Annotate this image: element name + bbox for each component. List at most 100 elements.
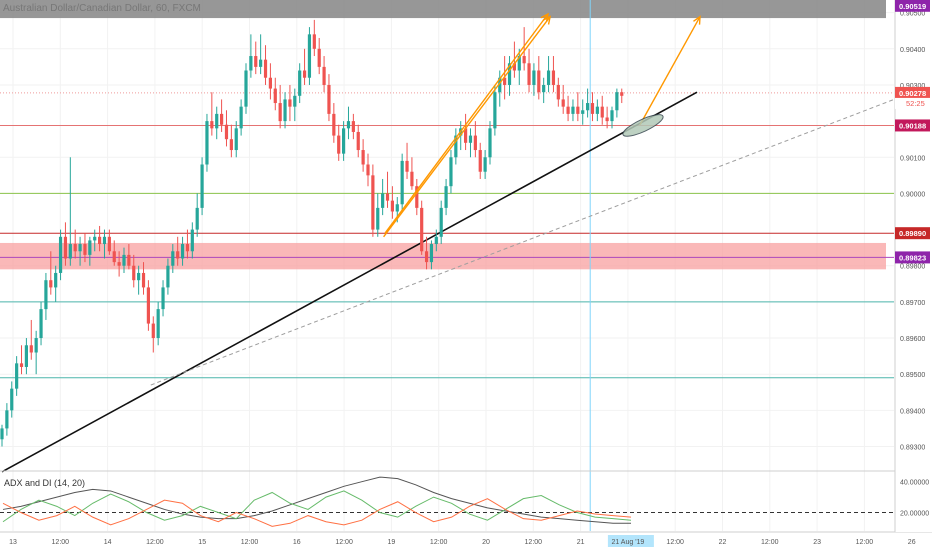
candle	[112, 251, 116, 263]
candle	[156, 309, 160, 339]
x-tick-label: 12:00	[335, 539, 353, 546]
countdown-badge	[895, 97, 930, 109]
candle	[376, 207, 380, 230]
candle	[88, 240, 92, 255]
candle	[332, 113, 336, 136]
x-tick-label: 12:00	[146, 539, 164, 546]
candle	[346, 121, 351, 129]
candle	[342, 128, 346, 154]
x-tick-label: 12:00	[761, 539, 779, 546]
candle	[615, 92, 619, 111]
candle	[39, 309, 43, 339]
x-tick-label: 22	[719, 539, 727, 546]
price-label: 0.90278	[899, 89, 926, 98]
candle	[259, 59, 263, 67]
y-tick-label: 0.89600	[900, 336, 925, 343]
candle	[19, 363, 24, 367]
candle	[590, 103, 595, 114]
candle	[381, 193, 385, 208]
candle	[29, 345, 33, 353]
candle	[44, 280, 48, 310]
candle	[278, 103, 282, 122]
candle	[317, 48, 321, 67]
chart-title: Australian Dollar/Canadian Dollar, 60, F…	[3, 3, 201, 14]
candle	[410, 171, 414, 187]
candle	[34, 338, 38, 353]
candle	[180, 244, 185, 259]
candle	[205, 121, 209, 165]
candle	[620, 92, 624, 96]
candle	[498, 77, 502, 93]
candle	[224, 124, 229, 140]
candle	[581, 110, 585, 114]
candle	[298, 70, 302, 96]
adx-title: ADX and DI (14, 20)	[4, 478, 86, 488]
candle	[49, 280, 53, 288]
price-label-badge	[895, 0, 930, 12]
trendline	[1, 91, 698, 473]
candle	[10, 388, 14, 411]
candle	[249, 56, 253, 71]
candle	[273, 88, 277, 104]
candle	[263, 59, 268, 78]
x-tick-label: 14	[104, 539, 112, 546]
candle	[464, 128, 468, 143]
candle	[122, 254, 126, 266]
price-label-badge	[895, 251, 930, 264]
countdown-label: 52:25	[906, 99, 925, 108]
arrow-head	[540, 12, 549, 22]
candle	[166, 265, 170, 288]
candle	[468, 135, 473, 143]
candle	[420, 207, 424, 252]
candle	[351, 121, 355, 132]
candle	[93, 236, 97, 241]
candle	[371, 175, 375, 230]
candle	[327, 84, 331, 114]
candle	[561, 99, 565, 107]
candle	[576, 106, 580, 114]
candle	[400, 160, 404, 205]
candle	[244, 70, 248, 107]
y-tick-label: 0.90500	[900, 11, 925, 18]
candle	[117, 262, 121, 266]
x-tick-label: 12:00	[241, 539, 259, 546]
y-tick-label: 0.89800	[900, 264, 925, 271]
support-zone	[0, 242, 886, 270]
candle	[356, 131, 360, 151]
candle	[512, 63, 516, 71]
candle	[137, 272, 141, 281]
candle	[586, 103, 590, 111]
y-tick-label: 0.90400	[900, 47, 925, 54]
candle	[200, 164, 204, 208]
candle	[293, 95, 297, 107]
candle	[532, 70, 536, 85]
candle	[83, 244, 87, 255]
candle	[288, 99, 292, 107]
candle	[395, 204, 399, 212]
candle	[68, 244, 72, 259]
candle	[439, 207, 443, 237]
candle	[234, 128, 238, 151]
candle	[556, 84, 560, 100]
arrow-head	[542, 15, 552, 25]
x-tick-label: 15	[198, 539, 206, 546]
y-tick-label: 0.90000	[900, 191, 925, 198]
y-tick-label: 0.90100	[900, 155, 925, 162]
candle	[0, 428, 4, 440]
candle	[522, 56, 526, 64]
x-tick-label: 13	[9, 539, 17, 546]
x-tick-label: 12:00	[52, 539, 70, 546]
candle	[424, 251, 429, 263]
candle	[254, 56, 258, 67]
price-label-badge	[895, 86, 930, 99]
candle	[195, 207, 199, 230]
candle	[546, 70, 551, 85]
candle	[210, 121, 214, 129]
candle	[176, 251, 180, 259]
candle	[337, 135, 341, 154]
candle	[444, 186, 448, 208]
candle	[15, 363, 19, 389]
price-label: 0.90188	[899, 121, 926, 130]
adx-tick-label: 20.00000	[900, 511, 929, 518]
